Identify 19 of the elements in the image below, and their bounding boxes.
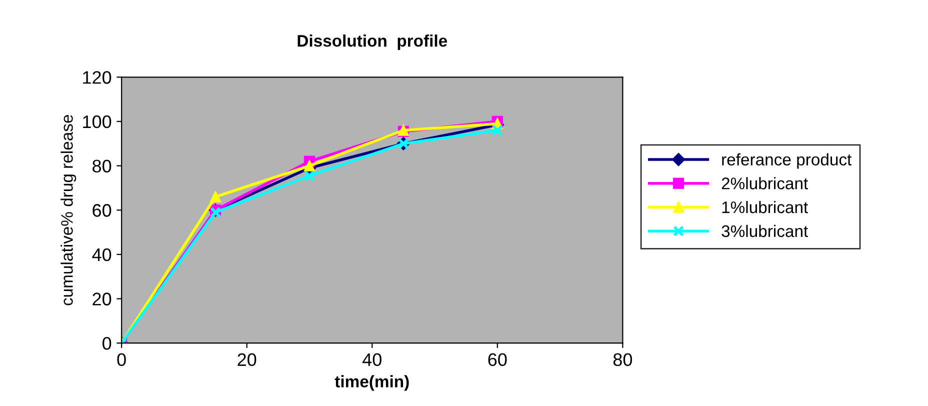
legend-label: 2%lubricant [722,177,808,190]
x-tick-label: 40 [362,353,382,366]
y-axis-title: cumulative% drug release [60,114,76,306]
chart-title: Dissolution profile [298,34,448,50]
legend-label: 3%lubricant [722,224,808,238]
y-tick-label: 40 [92,248,112,262]
x-tick-label: 0 [117,353,126,366]
y-tick-label: 60 [92,204,112,217]
x-tick-label: 20 [238,353,256,366]
y-tick-label: 80 [92,160,112,173]
legend-label: 1%lubricant [722,200,808,214]
y-tick-label: 120 [83,71,112,84]
x-axis-title: time(min) [334,375,409,391]
y-tick-label: 100 [83,115,112,128]
x-tick-label: 60 [488,353,507,366]
y-tick-label: 20 [92,292,112,306]
legend-label: referance product [722,153,852,169]
y-tick-label: 0 [102,337,112,350]
x-tick-label: 80 [613,353,632,366]
